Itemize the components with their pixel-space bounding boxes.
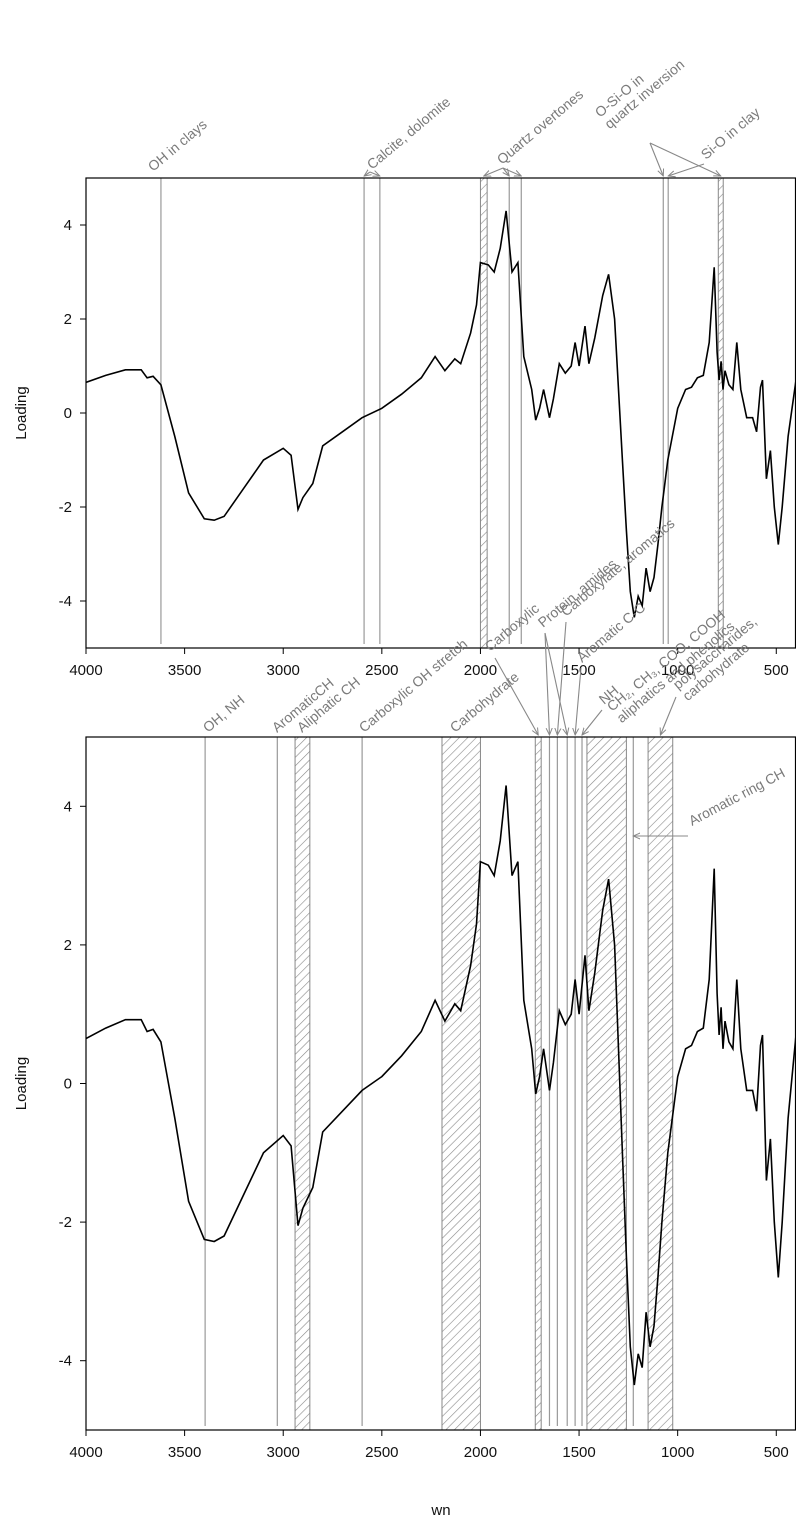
annotation-arrow [649, 142, 663, 176]
x-tick-label: 2000 [464, 1444, 497, 1461]
annotation-arrow [369, 172, 380, 176]
annotation-band [717, 177, 724, 649]
annotation-label: Calcite, dolomite [364, 93, 454, 172]
annotation-label: Aromatic C-C [574, 599, 649, 665]
x-tick-label: 500 [764, 1444, 789, 1461]
annotation-text: Calcite, dolomite [364, 93, 454, 172]
annotation-band [479, 177, 488, 649]
annotation-label: Quartz overtones [494, 86, 587, 167]
annotation-text: Carboxylic [482, 600, 542, 654]
spectrum-line [86, 210, 796, 618]
annotation-text: Aromatic ring CH [686, 764, 788, 828]
x-tick-label: 3000 [267, 1444, 300, 1461]
annotation-arrow [494, 657, 538, 735]
annotation-label: Aromatic ring CH [686, 764, 788, 828]
annotation-text: Aromatic C-C [574, 599, 649, 665]
y-axis-label: Loading [13, 386, 30, 439]
annotation-arrow [484, 167, 504, 176]
x-tick-label: 3500 [168, 1444, 201, 1461]
annotation-arrow [575, 667, 582, 735]
x-tick-label: 1500 [562, 662, 595, 679]
y-tick-label: -2 [59, 499, 72, 516]
annotation-band [441, 736, 481, 1431]
annotation-band [647, 736, 674, 1431]
annotation-arrow [503, 167, 509, 176]
y-tick-label: 4 [64, 217, 72, 234]
annotation-label: Carboxylate, aromatics [558, 515, 678, 619]
y-tick-label: -4 [59, 593, 72, 610]
x-tick-label: 2500 [365, 662, 398, 679]
y-tick-label: -2 [59, 1214, 72, 1231]
y-tick-label: -4 [59, 1353, 72, 1370]
annotation-arrow [544, 632, 567, 735]
annotation-arrow [557, 621, 567, 735]
x-tick-label: 1000 [661, 1444, 694, 1461]
annotation-label: Si-O in clay [698, 104, 763, 162]
x-tick-label: 2500 [365, 1444, 398, 1461]
annotation-arrow [544, 632, 549, 735]
annotation-band [294, 736, 311, 1431]
y-axis-label: Loading [13, 1057, 30, 1110]
annotation-text: Quartz overtones [494, 86, 587, 167]
annotation-label: Carboxylic [482, 600, 542, 654]
x-tick-label: 1500 [562, 1444, 595, 1461]
annotation-arrow [668, 163, 705, 176]
annotation-text: OH, NH [200, 692, 248, 736]
annotation-arrow [502, 167, 521, 176]
x-tick-label: 3000 [267, 662, 300, 679]
y-tick-label: 0 [64, 405, 72, 422]
annotation-text: OH in clays [145, 116, 210, 174]
x-tick-label: 3500 [168, 662, 201, 679]
annotation-arrow [649, 142, 721, 176]
y-tick-label: 0 [64, 1076, 72, 1093]
x-tick-label: 4000 [69, 1444, 102, 1461]
plot-frame [85, 736, 796, 1431]
y-tick-label: 2 [64, 311, 72, 328]
annotation-text: Si-O in clay [698, 104, 763, 162]
annotation-arrow [582, 709, 603, 735]
annotation-arrow [364, 172, 370, 176]
plot-frame [85, 177, 796, 649]
annotation-label: OH in clays [145, 116, 210, 174]
x-tick-label: 1000 [661, 662, 694, 679]
x-tick-label: 500 [764, 662, 789, 679]
annotation-label: OH, NH [200, 692, 248, 736]
x-tick-label: 2000 [464, 662, 497, 679]
annotation-arrow [660, 696, 677, 735]
y-tick-label: 2 [64, 937, 72, 954]
annotation-label: O-Si-O inquartz inversion [592, 45, 688, 132]
annotation-text: Carboxylate, aromatics [558, 515, 678, 619]
x-tick-label: 4000 [69, 662, 102, 679]
spectrum-line [86, 785, 796, 1386]
y-tick-label: 4 [64, 798, 72, 815]
x-axis-label: wn [430, 1502, 450, 1519]
